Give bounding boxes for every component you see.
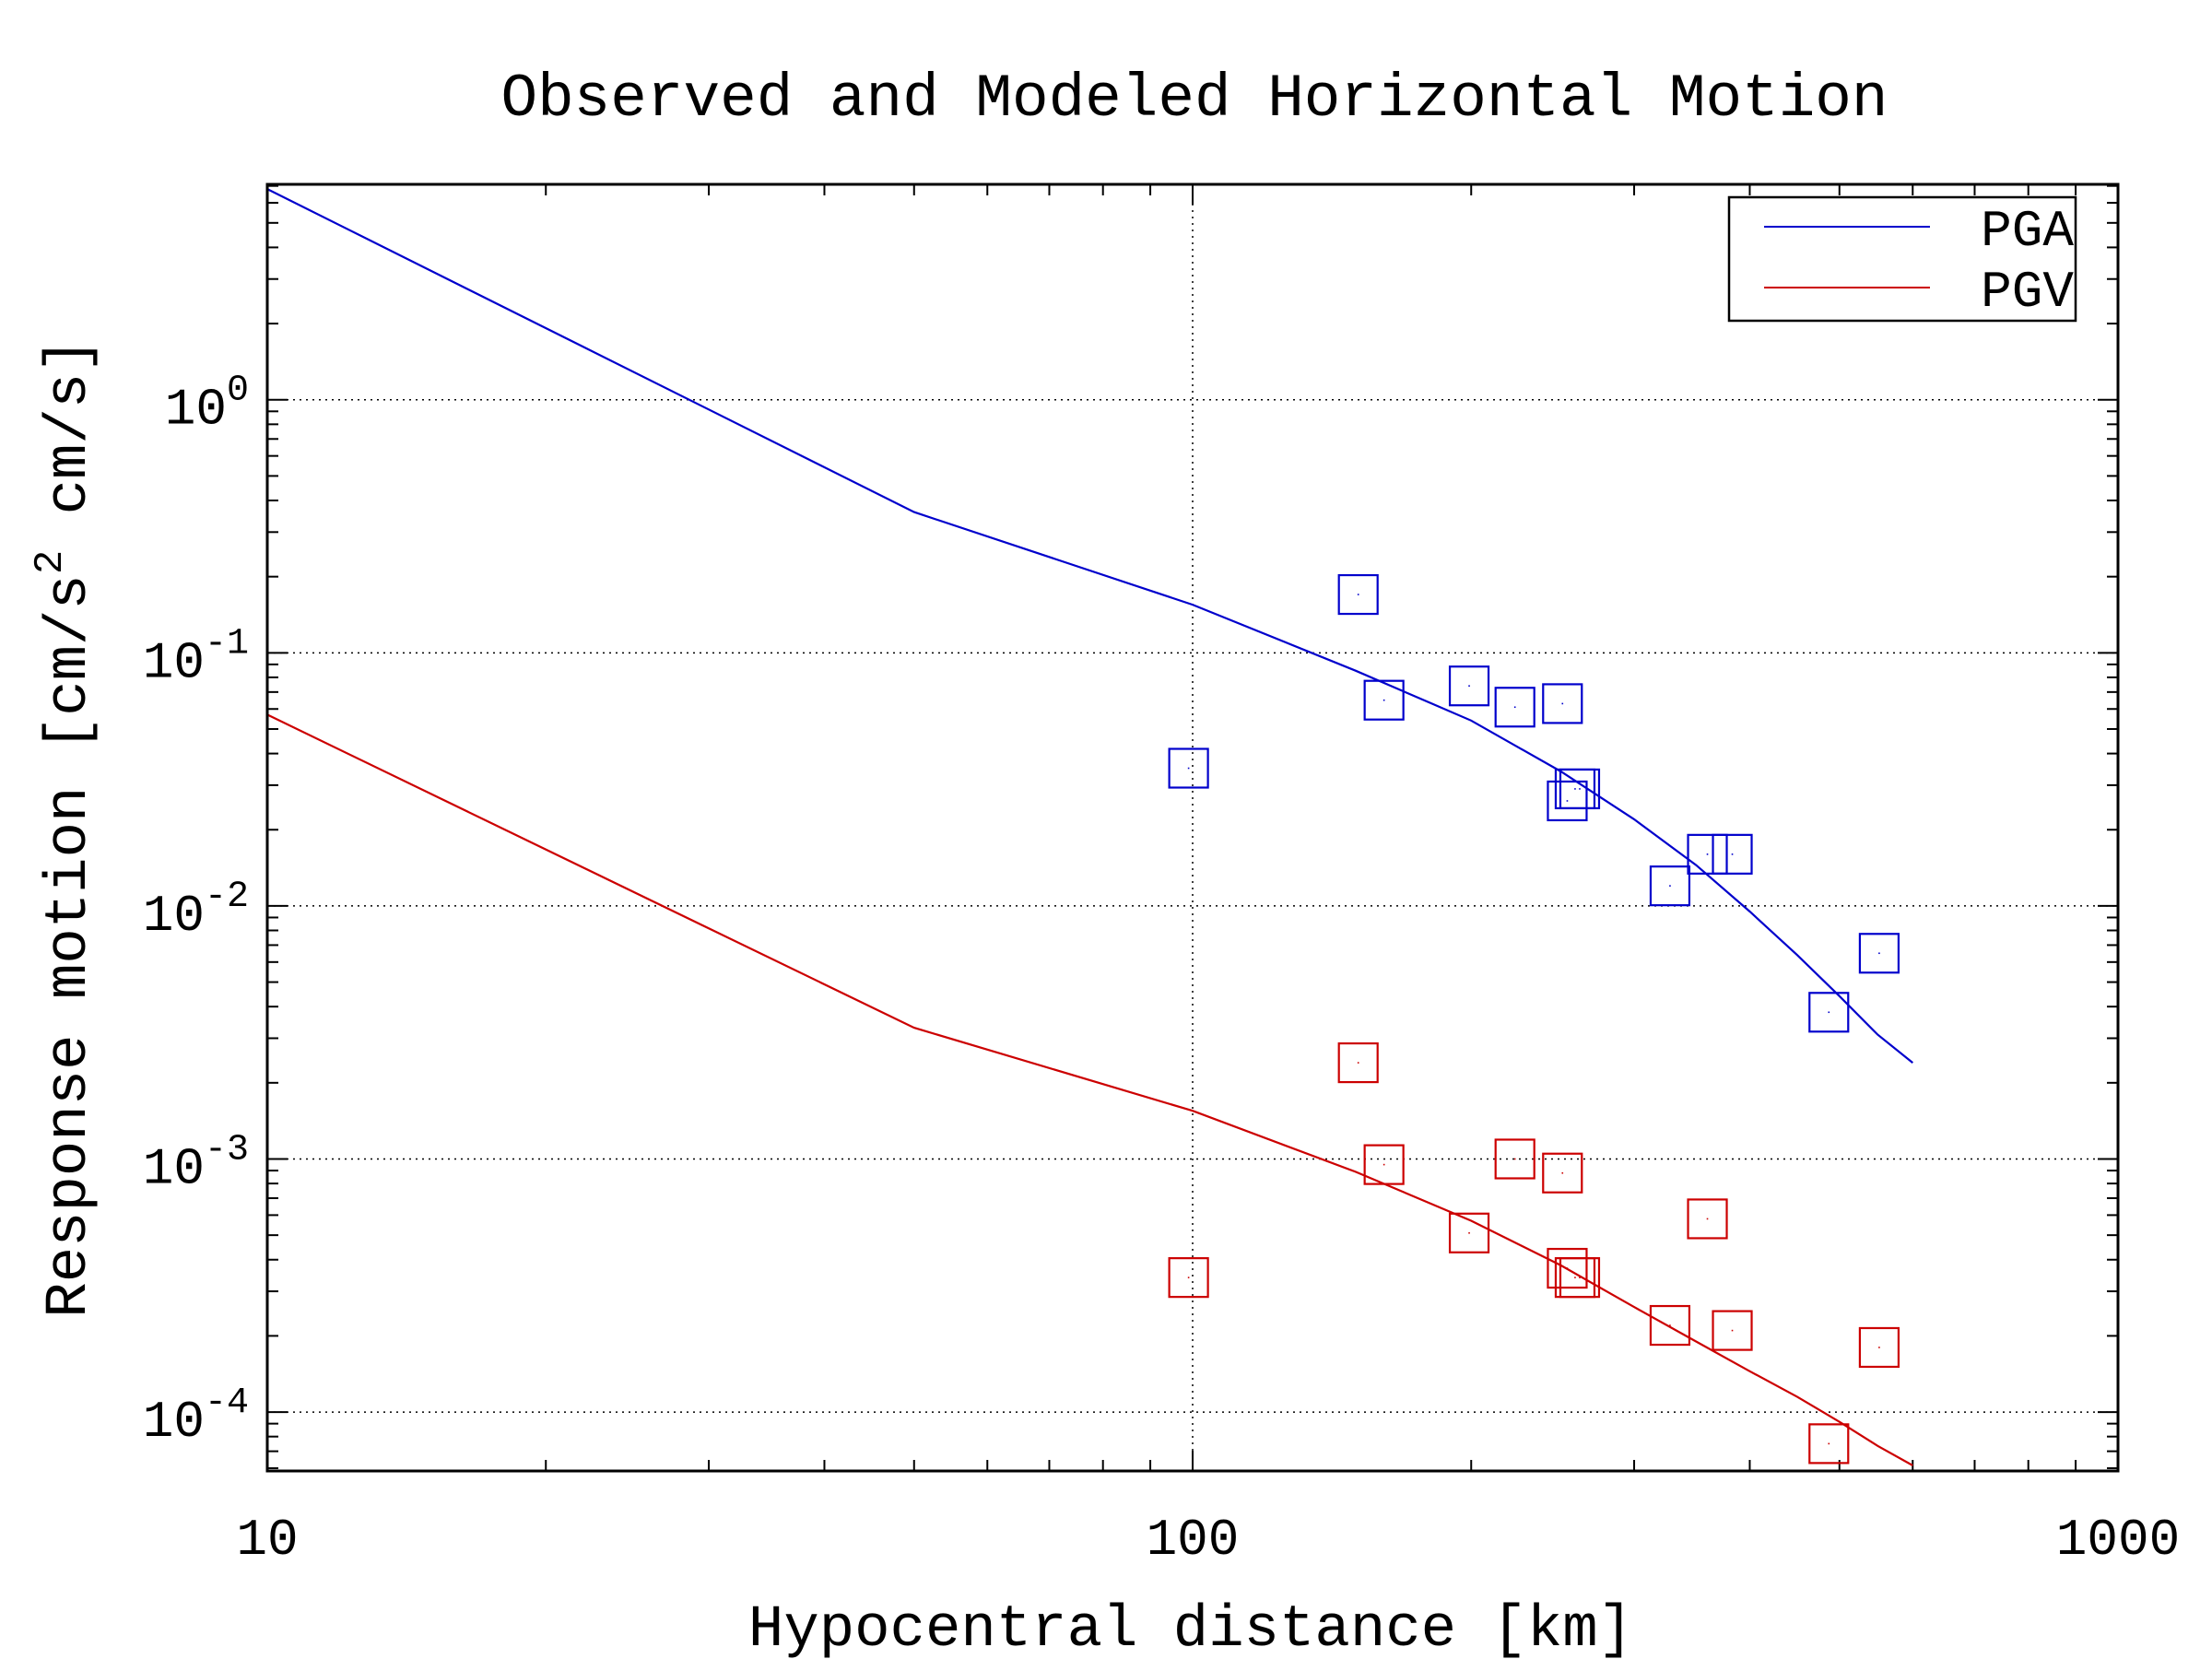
data-point-center-pga xyxy=(1878,952,1880,955)
data-point-center-pga xyxy=(1187,767,1190,770)
data-point-pga xyxy=(1858,933,1900,974)
data-point-center-pgv xyxy=(1828,1442,1830,1445)
data-point-center-pgv xyxy=(1579,1277,1581,1278)
x-axis-label: Hypocentral distance [km] xyxy=(748,1597,1633,1659)
data-point-pgv xyxy=(1554,1257,1596,1299)
data-point-center-pgv xyxy=(1574,1277,1576,1278)
series-line-pgv xyxy=(266,713,1913,1466)
series-line-pga xyxy=(266,188,1913,1064)
data-point-center-pgv xyxy=(1731,1329,1734,1332)
data-point-pgv xyxy=(1494,1138,1535,1180)
data-point-pgv xyxy=(1858,1326,1900,1369)
data-point-pga xyxy=(1337,573,1379,616)
data-point-pgv xyxy=(1363,1144,1405,1185)
data-point-pgv xyxy=(1168,1257,1209,1299)
x-tick-label: 100 xyxy=(1147,1511,1240,1570)
y-tick-base: 10 xyxy=(143,1393,205,1452)
chart-title: Observed and Modeled Horizontal Motion xyxy=(500,65,1888,134)
y-axis-label-tail: cm/s] xyxy=(37,337,103,549)
legend: PGA PGV xyxy=(1727,195,2077,323)
y-tick-base: 10 xyxy=(143,1139,205,1198)
plot-frame xyxy=(265,182,2120,1473)
data-point-pga xyxy=(1712,833,1753,875)
data-point-pga xyxy=(1168,747,1209,789)
data-point-center-pga xyxy=(1513,706,1516,709)
y-tick-base: 10 xyxy=(165,381,227,440)
data-point-center-pga xyxy=(1566,800,1569,802)
data-point-center-pga xyxy=(1579,788,1581,790)
y-tick-exponent: -3 xyxy=(205,1129,249,1171)
data-point-pga xyxy=(1687,833,1728,875)
x-tick-label: 1000 xyxy=(2056,1511,2180,1570)
axis-ticks xyxy=(266,184,2118,1471)
series-lines xyxy=(266,188,1913,1466)
data-point-center-pgv xyxy=(1561,1171,1564,1174)
data-point-pgv xyxy=(1712,1310,1753,1351)
y-axis-label-sup: 2 xyxy=(28,550,74,574)
y-tick-exponent: 0 xyxy=(227,371,249,412)
y-tick-label: 100 xyxy=(165,371,249,440)
x-tick-label: 10 xyxy=(236,1511,298,1570)
data-point-pga xyxy=(1547,780,1588,822)
y-tick-label: 10-1 xyxy=(143,623,249,692)
y-tick-base: 10 xyxy=(143,887,205,946)
data-point-center-pga xyxy=(1669,885,1671,887)
y-tick-label: 10-4 xyxy=(143,1382,249,1452)
data-point-pgv xyxy=(1448,1212,1490,1253)
y-tick-exponent: -4 xyxy=(205,1382,249,1424)
data-point-pga xyxy=(1649,865,1691,907)
data-point-pgv xyxy=(1687,1198,1728,1240)
legend-label-pgv: PGV xyxy=(1981,263,2074,322)
data-points xyxy=(1168,573,1900,1465)
legend-label-pga: PGA xyxy=(1981,202,2074,261)
data-point-center-pga xyxy=(1828,1011,1830,1014)
data-point-center-pga xyxy=(1357,594,1359,595)
data-point-pgv xyxy=(1808,1423,1850,1465)
data-point-pga xyxy=(1494,687,1535,728)
y-tick-exponent: -1 xyxy=(205,623,249,665)
data-point-center-pga xyxy=(1468,685,1470,688)
data-point-pgv xyxy=(1649,1304,1691,1347)
data-point-center-pga xyxy=(1706,853,1709,855)
y-axis-label-main: Response motion [cm/s xyxy=(37,574,103,1318)
x-tick-labels: 10 100 1000 xyxy=(236,1511,2180,1570)
data-point-center-pgv xyxy=(1513,1158,1516,1160)
grid-lines xyxy=(267,184,2118,1471)
y-tick-exponent: -2 xyxy=(205,877,249,918)
y-axis-label: Response motion [cm/s2 cm/s] xyxy=(28,337,103,1317)
data-point-center-pga xyxy=(1731,853,1734,855)
data-point-center-pgv xyxy=(1357,1062,1359,1064)
data-point-center-pga xyxy=(1574,788,1576,790)
data-point-center-pgv xyxy=(1468,1231,1470,1234)
y-tick-base: 10 xyxy=(143,633,205,692)
data-point-pgv xyxy=(1547,1247,1588,1289)
data-point-center-pgv xyxy=(1669,1324,1671,1326)
data-point-pgv xyxy=(1542,1152,1583,1194)
data-point-pga xyxy=(1808,992,1850,1033)
data-point-center-pgv xyxy=(1706,1218,1709,1220)
data-point-center-pgv xyxy=(1382,1163,1385,1166)
data-point-center-pgv xyxy=(1566,1267,1569,1269)
data-point-pga xyxy=(1554,768,1596,810)
data-point-pga xyxy=(1363,679,1405,721)
data-point-center-pga xyxy=(1382,699,1385,701)
data-point-center-pgv xyxy=(1878,1347,1880,1348)
legend-box xyxy=(1727,195,2077,323)
data-point-pga xyxy=(1448,665,1490,707)
data-point-center-pgv xyxy=(1187,1277,1190,1278)
data-point-pga xyxy=(1542,683,1583,724)
data-point-center-pga xyxy=(1561,702,1564,705)
data-point-pgv xyxy=(1337,1041,1379,1084)
y-tick-label: 10-3 xyxy=(143,1129,249,1198)
y-tick-label: 10-2 xyxy=(143,877,249,946)
